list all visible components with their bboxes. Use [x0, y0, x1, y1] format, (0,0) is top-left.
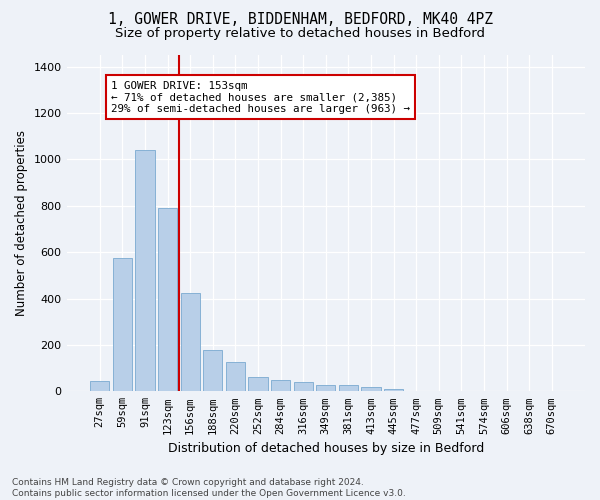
- Bar: [136, 150, 155, 392]
- Bar: [248, 376, 268, 392]
- Bar: [384, 389, 403, 392]
- Bar: [361, 387, 380, 392]
- Text: 1 GOWER DRIVE: 153sqm
← 71% of detached houses are smaller (2,385)
29% of semi-d: 1 GOWER DRIVE: 153sqm ← 71% of detached …: [111, 80, 410, 114]
- Text: Contains HM Land Registry data © Crown copyright and database right 2024.
Contai: Contains HM Land Registry data © Crown c…: [12, 478, 406, 498]
- Text: Size of property relative to detached houses in Bedford: Size of property relative to detached ho…: [115, 28, 485, 40]
- X-axis label: Distribution of detached houses by size in Bedford: Distribution of detached houses by size …: [167, 442, 484, 455]
- Bar: [339, 386, 358, 392]
- Text: 1, GOWER DRIVE, BIDDENHAM, BEDFORD, MK40 4PZ: 1, GOWER DRIVE, BIDDENHAM, BEDFORD, MK40…: [107, 12, 493, 28]
- Bar: [293, 382, 313, 392]
- Bar: [113, 258, 132, 392]
- Bar: [271, 380, 290, 392]
- Bar: [226, 362, 245, 392]
- Bar: [181, 292, 200, 392]
- Bar: [316, 385, 335, 392]
- Y-axis label: Number of detached properties: Number of detached properties: [15, 130, 28, 316]
- Bar: [158, 208, 177, 392]
- Bar: [90, 381, 109, 392]
- Bar: [203, 350, 223, 392]
